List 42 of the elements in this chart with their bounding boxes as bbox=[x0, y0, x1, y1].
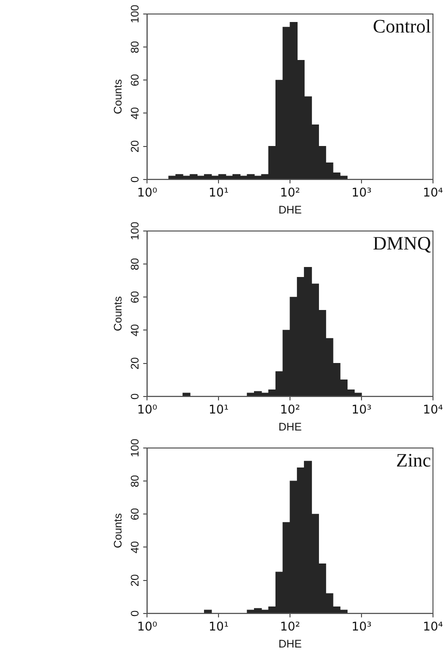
y-tick-label: 0 bbox=[130, 393, 142, 400]
y-tick-label: 40 bbox=[130, 541, 142, 554]
y-tick-label: 60 bbox=[130, 74, 142, 86]
y-tick-label: 20 bbox=[130, 140, 142, 152]
y-tick-label: 100 bbox=[130, 4, 142, 24]
x-tick-label: 10³ bbox=[351, 186, 372, 200]
x-tick-label: 10³ bbox=[351, 402, 372, 417]
y-tick-label: 20 bbox=[130, 574, 142, 586]
y-axis-title: Counts bbox=[112, 512, 125, 548]
chart-title: Zinc bbox=[396, 450, 431, 472]
y-tick-label: 80 bbox=[130, 40, 142, 54]
x-tick-label: 10³ bbox=[351, 620, 372, 634]
y-tick-label: 0 bbox=[130, 610, 142, 616]
y-tick-label: 100 bbox=[130, 222, 142, 240]
y-tick-label: 80 bbox=[130, 258, 142, 270]
x-tick-label: 10⁴ bbox=[422, 620, 444, 634]
y-axis-title: Counts bbox=[112, 296, 125, 332]
x-axis-title: DHE bbox=[278, 421, 302, 434]
y-axis-title: Counts bbox=[112, 78, 125, 114]
y-tick-label: 60 bbox=[130, 291, 142, 304]
x-tick-label: 10² bbox=[280, 186, 300, 200]
x-tick-label: 10⁰ bbox=[137, 620, 158, 634]
y-tick-label: 40 bbox=[130, 107, 142, 120]
x-axis-title: DHE bbox=[278, 204, 302, 216]
chart-title: DMNQ bbox=[372, 233, 432, 254]
y-tick-label: 60 bbox=[130, 508, 142, 520]
chart-title: Control bbox=[372, 16, 431, 38]
y-tick-label: 40 bbox=[130, 324, 142, 336]
x-tick-label: 10⁰ bbox=[137, 186, 158, 200]
y-tick-label: 20 bbox=[130, 357, 142, 370]
x-tick-label: 10⁰ bbox=[137, 402, 158, 417]
x-tick-label: 10² bbox=[280, 402, 300, 417]
x-tick-label: 10¹ bbox=[208, 402, 229, 417]
x-tick-label: 10⁴ bbox=[422, 186, 444, 200]
x-tick-label: 10² bbox=[280, 620, 300, 634]
x-tick-label: 10¹ bbox=[208, 620, 229, 634]
x-tick-label: 10⁴ bbox=[422, 402, 444, 417]
y-tick-label: 80 bbox=[130, 474, 142, 488]
y-tick-label: 100 bbox=[130, 438, 142, 458]
y-tick-label: 0 bbox=[130, 176, 142, 182]
x-tick-label: 10¹ bbox=[208, 186, 229, 200]
x-axis-title: DHE bbox=[278, 638, 302, 650]
